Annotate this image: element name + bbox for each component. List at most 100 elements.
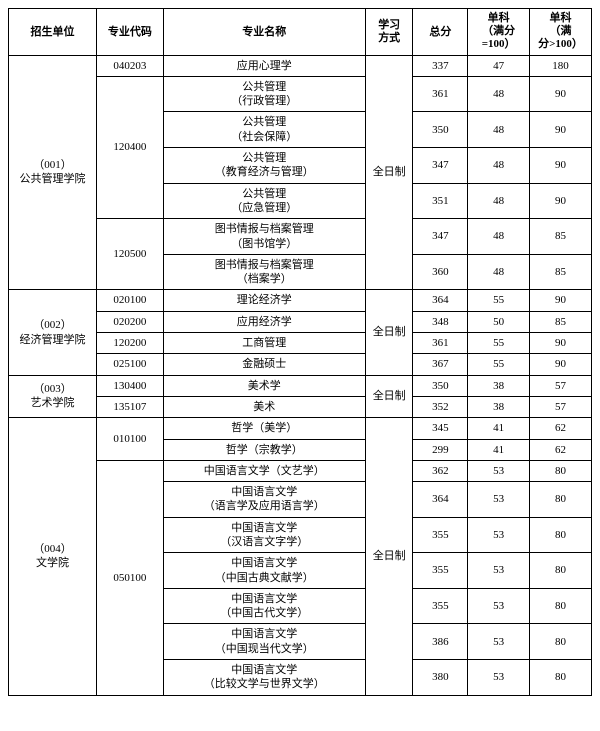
table-row: 120400公共管理（行政管理）3614890 <box>9 76 592 112</box>
total-cell: 361 <box>413 76 468 112</box>
unit-cell: （002）经济管理学院 <box>9 290 97 375</box>
total-cell: 380 <box>413 660 468 696</box>
mode-cell: 全日制 <box>365 290 413 375</box>
table-row: （004）文学院010100哲学（美学）全日制3454162 <box>9 418 592 439</box>
sub2-cell: 80 <box>530 660 592 696</box>
table-row: （003）艺术学院130400美术学全日制3503857 <box>9 375 592 396</box>
sub1-cell: 41 <box>468 418 530 439</box>
total-cell: 351 <box>413 183 468 219</box>
header-unit: 招生单位 <box>9 9 97 56</box>
table-row: 025100金融硕士3675590 <box>9 354 592 375</box>
major-cell: 中国语言文学（比较文学与世界文学） <box>163 660 365 696</box>
table-row: 050100中国语言文学（文艺学）3625380 <box>9 460 592 481</box>
major-cell: 金融硕士 <box>163 354 365 375</box>
code-cell: 120500 <box>97 219 164 290</box>
sub2-cell: 90 <box>530 148 592 184</box>
table-row: 120200工商管理3615590 <box>9 333 592 354</box>
table-row: （002）经济管理学院020100理论经济学全日制3645590 <box>9 290 592 311</box>
mode-cell: 全日制 <box>365 418 413 695</box>
major-cell: 应用经济学 <box>163 311 365 332</box>
total-cell: 386 <box>413 624 468 660</box>
header-major: 专业名称 <box>163 9 365 56</box>
total-cell: 355 <box>413 553 468 589</box>
major-cell: 中国语言文学（中国古代文学） <box>163 588 365 624</box>
sub1-cell: 48 <box>468 219 530 255</box>
major-cell: 中国语言文学（中国现当代文学） <box>163 624 365 660</box>
code-cell: 020100 <box>97 290 164 311</box>
sub1-cell: 38 <box>468 396 530 417</box>
header-mode: 学习方式 <box>365 9 413 56</box>
sub2-cell: 90 <box>530 112 592 148</box>
admission-scores-table: 招生单位 专业代码 专业名称 学习方式 总分 单科（满分=100） 单科（满分>… <box>8 8 592 696</box>
code-cell: 050100 <box>97 460 164 695</box>
header-sub2: 单科（满分>100） <box>530 9 592 56</box>
sub2-cell: 80 <box>530 460 592 481</box>
sub1-cell: 53 <box>468 588 530 624</box>
total-cell: 364 <box>413 290 468 311</box>
unit-cell: （001）公共管理学院 <box>9 55 97 290</box>
total-cell: 362 <box>413 460 468 481</box>
sub1-cell: 48 <box>468 76 530 112</box>
major-cell: 中国语言文学（文艺学） <box>163 460 365 481</box>
unit-cell: （004）文学院 <box>9 418 97 695</box>
sub1-cell: 53 <box>468 482 530 518</box>
code-cell: 010100 <box>97 418 164 461</box>
code-cell: 020200 <box>97 311 164 332</box>
total-cell: 352 <box>413 396 468 417</box>
major-cell: 应用心理学 <box>163 55 365 76</box>
major-cell: 图书情报与档案管理（图书馆学） <box>163 219 365 255</box>
total-cell: 347 <box>413 219 468 255</box>
major-cell: 理论经济学 <box>163 290 365 311</box>
sub2-cell: 85 <box>530 219 592 255</box>
sub2-cell: 62 <box>530 439 592 460</box>
sub2-cell: 180 <box>530 55 592 76</box>
sub2-cell: 90 <box>530 290 592 311</box>
total-cell: 350 <box>413 375 468 396</box>
sub1-cell: 41 <box>468 439 530 460</box>
major-cell: 中国语言文学（中国古典文献学） <box>163 553 365 589</box>
code-cell: 040203 <box>97 55 164 76</box>
sub1-cell: 55 <box>468 354 530 375</box>
sub1-cell: 48 <box>468 148 530 184</box>
major-cell: 中国语言文学（语言学及应用语言学） <box>163 482 365 518</box>
sub1-cell: 55 <box>468 290 530 311</box>
sub2-cell: 80 <box>530 588 592 624</box>
major-cell: 公共管理（社会保障） <box>163 112 365 148</box>
header-total: 总分 <box>413 9 468 56</box>
total-cell: 355 <box>413 588 468 624</box>
sub2-cell: 57 <box>530 375 592 396</box>
table-row: 120500图书情报与档案管理（图书馆学）3474885 <box>9 219 592 255</box>
sub2-cell: 62 <box>530 418 592 439</box>
sub1-cell: 53 <box>468 624 530 660</box>
total-cell: 364 <box>413 482 468 518</box>
total-cell: 347 <box>413 148 468 184</box>
major-cell: 公共管理（教育经济与管理） <box>163 148 365 184</box>
total-cell: 348 <box>413 311 468 332</box>
total-cell: 299 <box>413 439 468 460</box>
major-cell: 公共管理（行政管理） <box>163 76 365 112</box>
major-cell: 公共管理（应急管理） <box>163 183 365 219</box>
sub2-cell: 85 <box>530 311 592 332</box>
total-cell: 337 <box>413 55 468 76</box>
sub2-cell: 80 <box>530 624 592 660</box>
sub1-cell: 53 <box>468 553 530 589</box>
sub1-cell: 38 <box>468 375 530 396</box>
major-cell: 工商管理 <box>163 333 365 354</box>
mode-cell: 全日制 <box>365 55 413 290</box>
sub1-cell: 53 <box>468 460 530 481</box>
table-body: （001）公共管理学院040203应用心理学全日制33747180120400公… <box>9 55 592 695</box>
major-cell: 图书情报与档案管理（档案学） <box>163 254 365 290</box>
table-row: （001）公共管理学院040203应用心理学全日制33747180 <box>9 55 592 76</box>
sub1-cell: 55 <box>468 333 530 354</box>
sub1-cell: 53 <box>468 660 530 696</box>
sub2-cell: 90 <box>530 333 592 354</box>
code-cell: 025100 <box>97 354 164 375</box>
header-sub1: 单科（满分=100） <box>468 9 530 56</box>
major-cell: 中国语言文学（汉语言文字学） <box>163 517 365 553</box>
sub1-cell: 47 <box>468 55 530 76</box>
sub2-cell: 80 <box>530 553 592 589</box>
sub1-cell: 48 <box>468 254 530 290</box>
total-cell: 345 <box>413 418 468 439</box>
sub2-cell: 85 <box>530 254 592 290</box>
code-cell: 130400 <box>97 375 164 396</box>
